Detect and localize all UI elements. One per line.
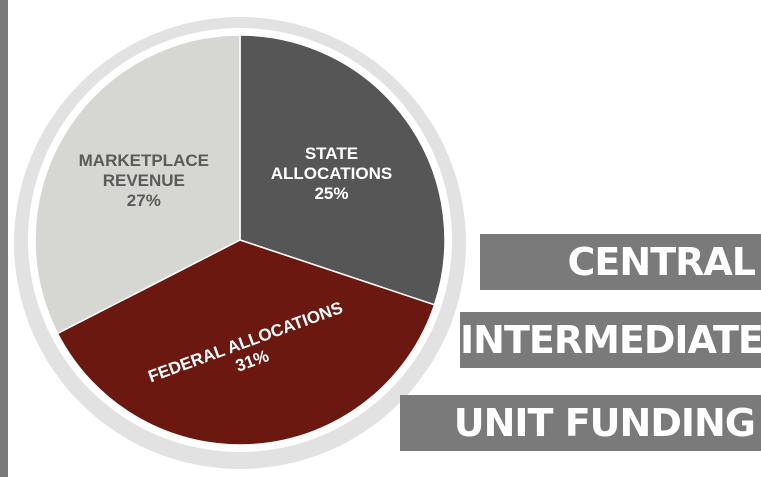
- slice-value: 27%: [126, 191, 161, 211]
- pie-slice: [239, 34, 446, 306]
- slice-label: MARKETPLACE REVENUE 27%: [69, 151, 219, 211]
- left-bar: [0, 0, 8, 477]
- slice-name: MARKETPLACE REVENUE: [78, 151, 209, 191]
- slice-value: 25%: [314, 184, 349, 204]
- pie-slice: [34, 34, 241, 335]
- slice-name: STATE ALLOCATIONS: [270, 144, 393, 184]
- slice-label: STATE ALLOCATIONS 25%: [256, 144, 406, 204]
- banner: INTERMEDIATE: [460, 312, 761, 368]
- banner: UNIT FUNDING: [400, 395, 761, 451]
- banner: CENTRAL: [480, 234, 761, 290]
- pie-slice: [56, 239, 436, 446]
